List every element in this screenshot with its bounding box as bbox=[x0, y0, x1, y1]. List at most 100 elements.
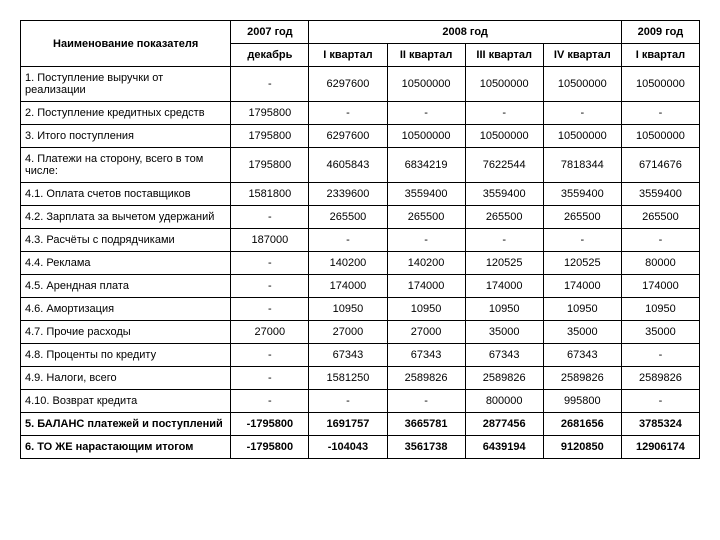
cell-value: - bbox=[387, 102, 465, 125]
cell-value: 67343 bbox=[387, 344, 465, 367]
col-2007: 2007 год bbox=[231, 21, 309, 44]
cell-value: - bbox=[621, 229, 699, 252]
col-name: Наименование показателя bbox=[21, 21, 231, 67]
cell-value: 2877456 bbox=[465, 413, 543, 436]
cell-value: 3785324 bbox=[621, 413, 699, 436]
cell-value: 3559400 bbox=[543, 183, 621, 206]
cell-value: 12906174 bbox=[621, 436, 699, 459]
table-header: Наименование показателя 2007 год 2008 го… bbox=[21, 21, 700, 67]
cell-value: 174000 bbox=[465, 275, 543, 298]
cell-value: - bbox=[309, 102, 387, 125]
cell-value: - bbox=[387, 390, 465, 413]
cell-value: 265500 bbox=[465, 206, 543, 229]
cell-value: - bbox=[621, 344, 699, 367]
col-q1b: I квартал bbox=[621, 44, 699, 67]
table-row: 4.9. Налоги, всего-158125025898262589826… bbox=[21, 367, 700, 390]
cell-value: - bbox=[231, 390, 309, 413]
table-row: 4.10. Возврат кредита---800000995800- bbox=[21, 390, 700, 413]
cell-value: - bbox=[231, 367, 309, 390]
row-label: 4.6. Амортизация bbox=[21, 298, 231, 321]
col-2008: 2008 год bbox=[309, 21, 621, 44]
cell-value: 7622544 bbox=[465, 148, 543, 183]
col-q1: I квартал bbox=[309, 44, 387, 67]
col-q4: IV квартал bbox=[543, 44, 621, 67]
row-label: 4.7. Прочие расходы bbox=[21, 321, 231, 344]
cell-value: 6834219 bbox=[387, 148, 465, 183]
cell-value: 7818344 bbox=[543, 148, 621, 183]
cell-value: 800000 bbox=[465, 390, 543, 413]
cell-value: 6297600 bbox=[309, 67, 387, 102]
cell-value: 10500000 bbox=[621, 67, 699, 102]
row-label: 4.1. Оплата счетов поставщиков bbox=[21, 183, 231, 206]
table-row: 2. Поступление кредитных средств1795800-… bbox=[21, 102, 700, 125]
cell-value: 27000 bbox=[309, 321, 387, 344]
row-label: 4.9. Налоги, всего bbox=[21, 367, 231, 390]
table-row: 4. Платежи на сторону, всего в том числе… bbox=[21, 148, 700, 183]
col-2009: 2009 год bbox=[621, 21, 699, 44]
cell-value: -104043 bbox=[309, 436, 387, 459]
cell-value: 265500 bbox=[387, 206, 465, 229]
cell-value: 10950 bbox=[387, 298, 465, 321]
row-label: 4.2. Зарплата за вычетом удержаний bbox=[21, 206, 231, 229]
cell-value: 10950 bbox=[465, 298, 543, 321]
cell-value: 2589826 bbox=[465, 367, 543, 390]
cell-value: 140200 bbox=[309, 252, 387, 275]
table-row: 4.3. Расчёты с подрядчиками187000----- bbox=[21, 229, 700, 252]
cell-value: 10500000 bbox=[543, 67, 621, 102]
cell-value: 174000 bbox=[621, 275, 699, 298]
cell-value: 27000 bbox=[231, 321, 309, 344]
cell-value: - bbox=[309, 229, 387, 252]
table-row: 5. БАЛАНС платежей и поступлений-1795800… bbox=[21, 413, 700, 436]
row-label: 3. Итого поступления bbox=[21, 125, 231, 148]
row-label: 2. Поступление кредитных средств bbox=[21, 102, 231, 125]
cell-value: 265500 bbox=[309, 206, 387, 229]
cell-value: 10950 bbox=[543, 298, 621, 321]
cell-value: - bbox=[465, 102, 543, 125]
cell-value: 10950 bbox=[309, 298, 387, 321]
cell-value: 995800 bbox=[543, 390, 621, 413]
cell-value: 6439194 bbox=[465, 436, 543, 459]
cell-value: 10500000 bbox=[465, 67, 543, 102]
row-label: 5. БАЛАНС платежей и поступлений bbox=[21, 413, 231, 436]
cell-value: 80000 bbox=[621, 252, 699, 275]
col-q3: III квартал bbox=[465, 44, 543, 67]
cell-value: - bbox=[543, 229, 621, 252]
cell-value: 1795800 bbox=[231, 102, 309, 125]
cell-value: - bbox=[621, 390, 699, 413]
cell-value: 10500000 bbox=[465, 125, 543, 148]
row-label: 4.8. Проценты по кредиту bbox=[21, 344, 231, 367]
table-row: 6. ТО ЖЕ нарастающим итогом-1795800-1040… bbox=[21, 436, 700, 459]
cell-value: 67343 bbox=[543, 344, 621, 367]
cell-value: - bbox=[231, 344, 309, 367]
table-row: 4.6. Амортизация-10950109501095010950109… bbox=[21, 298, 700, 321]
cell-value: 265500 bbox=[543, 206, 621, 229]
cell-value: 187000 bbox=[231, 229, 309, 252]
cell-value: 3665781 bbox=[387, 413, 465, 436]
row-label: 6. ТО ЖЕ нарастающим итогом bbox=[21, 436, 231, 459]
cell-value: - bbox=[231, 275, 309, 298]
cell-value: - bbox=[621, 102, 699, 125]
cell-value: 174000 bbox=[387, 275, 465, 298]
cell-value: - bbox=[543, 102, 621, 125]
cell-value: 2339600 bbox=[309, 183, 387, 206]
cell-value: - bbox=[231, 252, 309, 275]
cell-value: 10500000 bbox=[387, 125, 465, 148]
cell-value: - bbox=[231, 298, 309, 321]
table-row: 4.2. Зарплата за вычетом удержаний-26550… bbox=[21, 206, 700, 229]
cell-value: 120525 bbox=[465, 252, 543, 275]
cell-value: 27000 bbox=[387, 321, 465, 344]
table-row: 3. Итого поступления17958006297600105000… bbox=[21, 125, 700, 148]
col-q2: II квартал bbox=[387, 44, 465, 67]
col-dec: декабрь bbox=[231, 44, 309, 67]
cell-value: 10950 bbox=[621, 298, 699, 321]
cell-value: 120525 bbox=[543, 252, 621, 275]
cell-value: - bbox=[465, 229, 543, 252]
cell-value: 2589826 bbox=[387, 367, 465, 390]
cell-value: 35000 bbox=[621, 321, 699, 344]
table-row: 4.4. Реклама-140200140200120525120525800… bbox=[21, 252, 700, 275]
cell-value: 6714676 bbox=[621, 148, 699, 183]
cell-value: 67343 bbox=[465, 344, 543, 367]
cell-value: 3559400 bbox=[387, 183, 465, 206]
cell-value: -1795800 bbox=[231, 413, 309, 436]
table-row: 4.7. Прочие расходы270002700027000350003… bbox=[21, 321, 700, 344]
